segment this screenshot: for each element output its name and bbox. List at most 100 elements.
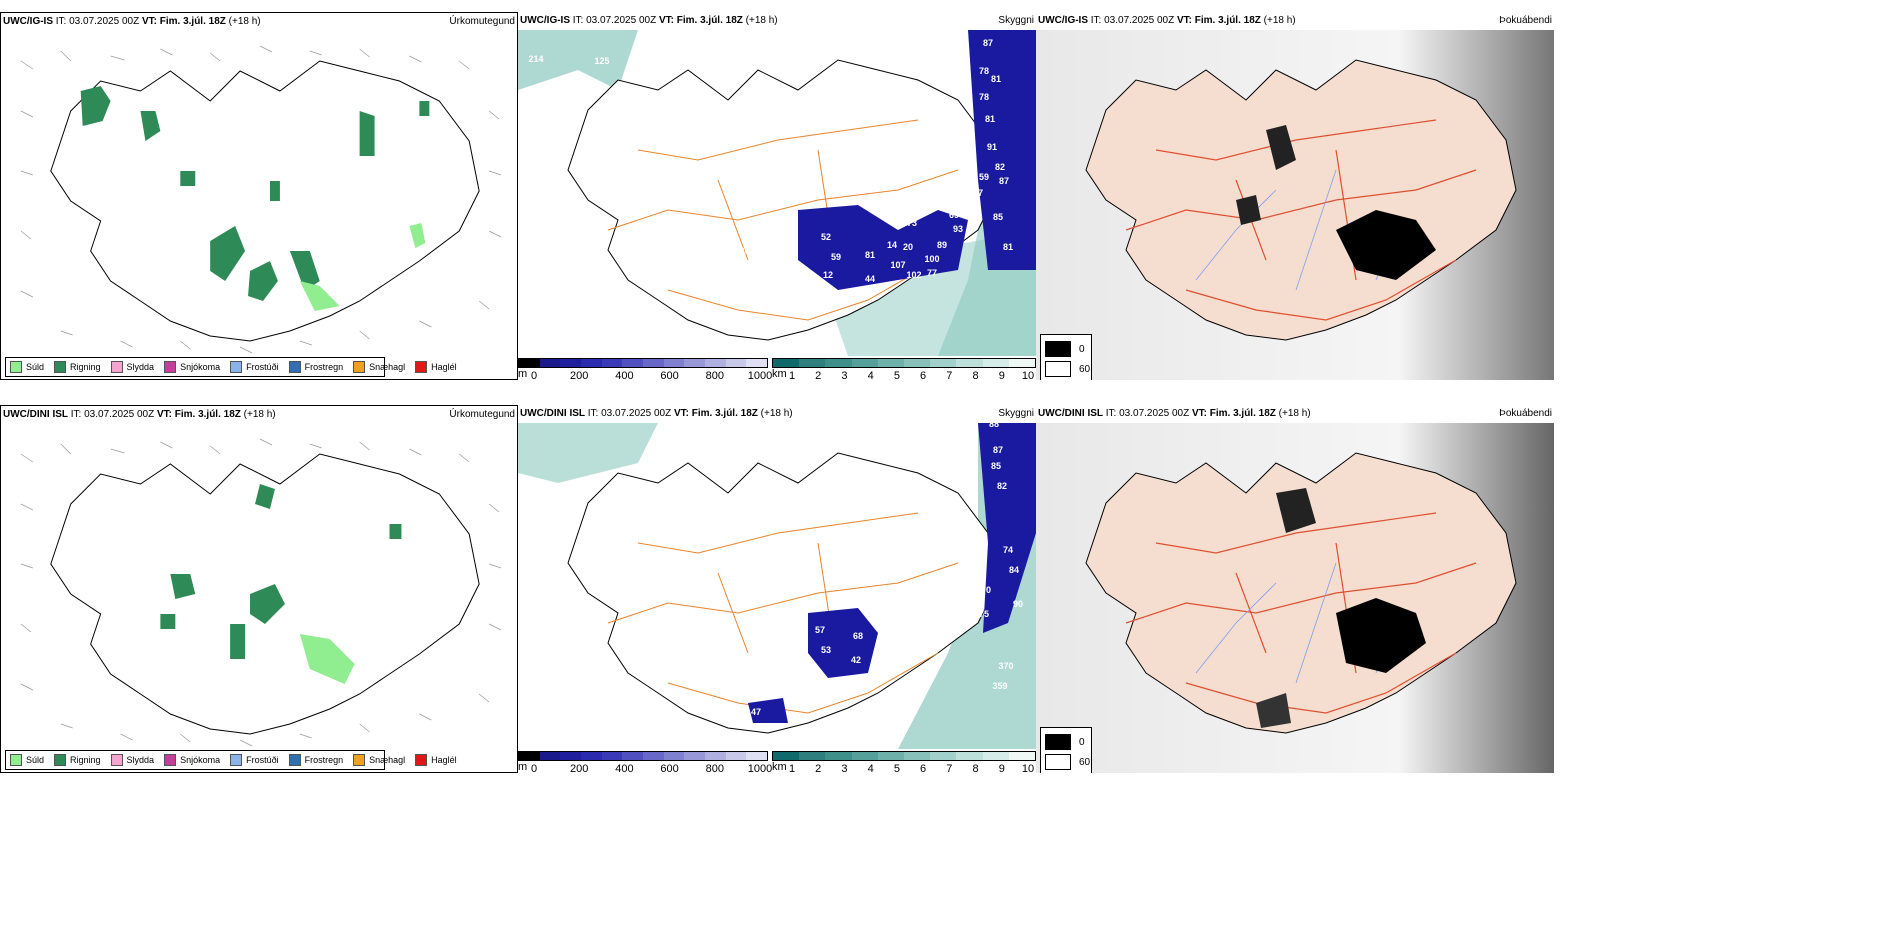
cloud-base-label: 359 (992, 681, 1007, 691)
legend-item: Frostregn (288, 754, 343, 766)
legend-swatch (288, 754, 301, 766)
fog-legend-label: 60 (1079, 756, 1091, 768)
fog-legend: 0 60 (1040, 334, 1092, 380)
legend-label: Súld (26, 755, 45, 765)
colorbar-swatch (581, 752, 602, 760)
low-cloud-area (748, 698, 788, 723)
cloud-base-label: 85 (991, 461, 1001, 471)
lead-time: (+18 h) (228, 16, 261, 27)
colorbar-tick: 0 (530, 763, 538, 773)
cloud-map: 214 125 87 78 81 78 81 91 82 87 59 57 60 85 69 93 81 73 52… (518, 30, 1036, 356)
fog-legend: 0 60 (1040, 727, 1092, 773)
cloud-base-label: 85 (993, 212, 1003, 222)
cloud-base-label: 214 (528, 54, 543, 64)
it-label: IT: (55, 16, 67, 27)
colorbar-swatch (773, 359, 800, 367)
colorbar-swatch (746, 752, 768, 760)
colorbar-swatch (539, 359, 561, 367)
cloud-base-label: 69 (949, 210, 959, 220)
cloud-base-label: 74 (1003, 545, 1013, 555)
cloud-base-label: 14 (887, 240, 897, 250)
colorbar-swatch (643, 752, 664, 760)
cloud-base-label: 70 (981, 585, 991, 595)
iceland-outline (50, 60, 480, 342)
model-name: UWC/IG-IS (520, 15, 570, 26)
colorbar-tick: 9 (998, 370, 1005, 380)
colorbar-tick: 6 (920, 370, 927, 380)
low-cloud-area (968, 30, 1036, 270)
legend-item: Slydda (110, 754, 154, 766)
cloud-panel-bottom: UWC/DINI ISL IT: 03.07.2025 00Z VT: Fim.… (518, 405, 1036, 773)
visibility-colorbar: 1 2 3 4 5 6 7 8 9 10 km (772, 358, 1036, 380)
colorbar-tick: 2 (815, 370, 822, 380)
legend-label: Snæhagl (369, 755, 406, 765)
colorbar-tick: 7 (946, 370, 953, 380)
colorbar-swatch (746, 359, 768, 367)
drizzle-areas (299, 223, 426, 311)
cloud-base-label: 12 (823, 270, 833, 280)
cloud-base-label: 57 (973, 188, 983, 198)
colorbar-swatch (622, 752, 644, 760)
legend-swatch (415, 361, 428, 373)
legend-label: Rigning (70, 362, 101, 372)
vt-label: VT: (1176, 15, 1192, 26)
precip-panel-top: UWC/IG-IS IT: 03.07.2025 00Z VT: Fim. 3.… (0, 12, 518, 380)
cloud-base-label: 47 (751, 707, 761, 717)
legend-item: Rigning (54, 361, 101, 373)
colorbar-swatch (643, 359, 664, 367)
map-canvas (1036, 30, 1554, 380)
colorbar-swatch (799, 359, 826, 367)
colorbar-swatch (956, 359, 983, 367)
cloud-base-labels: 214 1258778817881918287595760856993817352… (528, 38, 1013, 284)
colorbar-tick: 800 (705, 370, 724, 380)
map-canvas (20, 438, 502, 747)
model-name: UWC/IG-IS (1038, 15, 1088, 26)
panel-header: UWC/IG-IS IT: 03.07.2025 00Z VT: Fim. 3.… (1036, 12, 1554, 30)
legend-swatch (10, 361, 22, 373)
rain-areas (80, 86, 430, 301)
lead-time: (+18 h) (1278, 408, 1311, 419)
fog-swatch (1045, 341, 1071, 357)
cloud-base-label: 84 (1009, 565, 1019, 575)
cloud-base-label: 89 (937, 240, 947, 250)
cloud-base-label: 125 (594, 56, 609, 66)
fog-area (1336, 598, 1426, 673)
cloud-base-label: 88 (989, 423, 999, 429)
cloud-base-label: 44 (865, 274, 875, 284)
legend-swatch (353, 361, 366, 373)
fog-area (1266, 125, 1296, 170)
colorbar-ticks: 1 2 3 4 5 6 7 8 9 10 (772, 368, 1036, 380)
legend-label: Frostúði (246, 755, 279, 765)
legend-swatch (54, 754, 67, 766)
colorbar-swatch (601, 359, 623, 367)
colorbar-tick: 4 (867, 370, 874, 380)
vt-label: VT: (673, 408, 689, 419)
colorbar-swatch (539, 752, 561, 760)
legend-label: Snjókoma (180, 755, 221, 765)
colorbar-tick: 800 (705, 763, 724, 773)
panel-header: UWC/DINI ISL IT: 03.07.2025 00Z VT: Fim.… (1036, 405, 1554, 423)
colorbar-tick: 400 (615, 763, 634, 773)
colorbar-swatch (877, 752, 905, 760)
panel-title: Skyggni (998, 408, 1034, 419)
colorbar-swatch (982, 359, 1009, 367)
colorbar-tick: 5 (893, 763, 900, 773)
colorbar-swatch (725, 752, 747, 760)
legend-item: Frostúði (230, 361, 279, 373)
precip-map (1, 31, 517, 357)
legend-swatch (10, 754, 22, 766)
fog-panel-bottom: UWC/DINI ISL IT: 03.07.2025 00Z VT: Fim.… (1036, 405, 1554, 773)
model-name: UWC/DINI ISL (3, 409, 68, 420)
colorbar-swatch (851, 752, 878, 760)
cloud-panel-top: UWC/IG-IS IT: 03.07.2025 00Z VT: Fim. 3.… (518, 12, 1036, 380)
fog-legend-row: 0 (1045, 734, 1085, 750)
colorbar-swatch (851, 359, 878, 367)
lead-time: (+18 h) (745, 15, 778, 26)
legend-label: Rigning (70, 755, 101, 765)
cloud-base-label: 93 (953, 224, 963, 234)
legend-label: Súld (26, 362, 45, 372)
fog-legend-label: 60 (1079, 363, 1091, 375)
cloud-base-label: 102 (906, 270, 921, 280)
legend-item: Rigning (54, 754, 101, 766)
legend-swatch (110, 361, 123, 373)
